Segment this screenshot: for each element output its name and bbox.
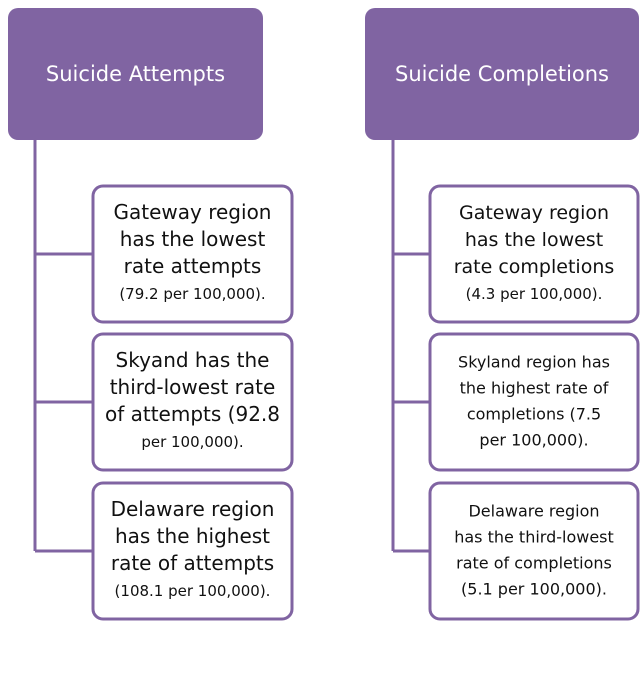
node-text: the highest rate of	[460, 379, 609, 398]
header-box	[365, 8, 639, 140]
node-text: per 100,000).	[141, 433, 243, 451]
node-text: of attempts (92.8	[105, 402, 280, 426]
header-text: Suicide Attempts	[46, 62, 225, 86]
node-text: third-lowest rate	[110, 375, 276, 399]
node-text: Delaware region	[468, 502, 599, 521]
node-box	[428, 481, 640, 621]
node-text: (5.1 per 100,000).	[461, 580, 607, 599]
node-text: (108.1 per 100,000).	[115, 582, 271, 600]
header-box	[8, 8, 263, 140]
node-box	[91, 481, 294, 621]
node-text: per 100,000).	[479, 431, 588, 450]
node-text: Skyland region has	[458, 353, 610, 372]
node-text: has the third-lowest	[454, 528, 614, 547]
node-text: completions (7.5	[467, 405, 601, 424]
header-text: Suicide Completions	[395, 62, 609, 86]
node-text: Skyand has the	[116, 348, 270, 372]
node-text: Gateway region	[459, 202, 609, 224]
node-text: Delaware region	[111, 497, 275, 521]
node-box	[91, 184, 294, 324]
node-text: (79.2 per 100,000).	[119, 285, 265, 303]
node-text: has the lowest	[465, 229, 603, 251]
node-text: (4.3 per 100,000).	[466, 285, 603, 303]
node-text: has the highest	[115, 524, 270, 548]
node-text: rate of completions	[456, 554, 612, 573]
node-text: has the lowest	[120, 227, 266, 251]
node-text: Gateway region	[114, 200, 272, 224]
node-box	[428, 332, 640, 472]
node-box	[428, 184, 640, 324]
node-text: rate attempts	[124, 254, 262, 278]
node-box	[91, 332, 294, 472]
node-text: rate completions	[454, 256, 615, 278]
node-text: rate of attempts	[111, 551, 274, 575]
